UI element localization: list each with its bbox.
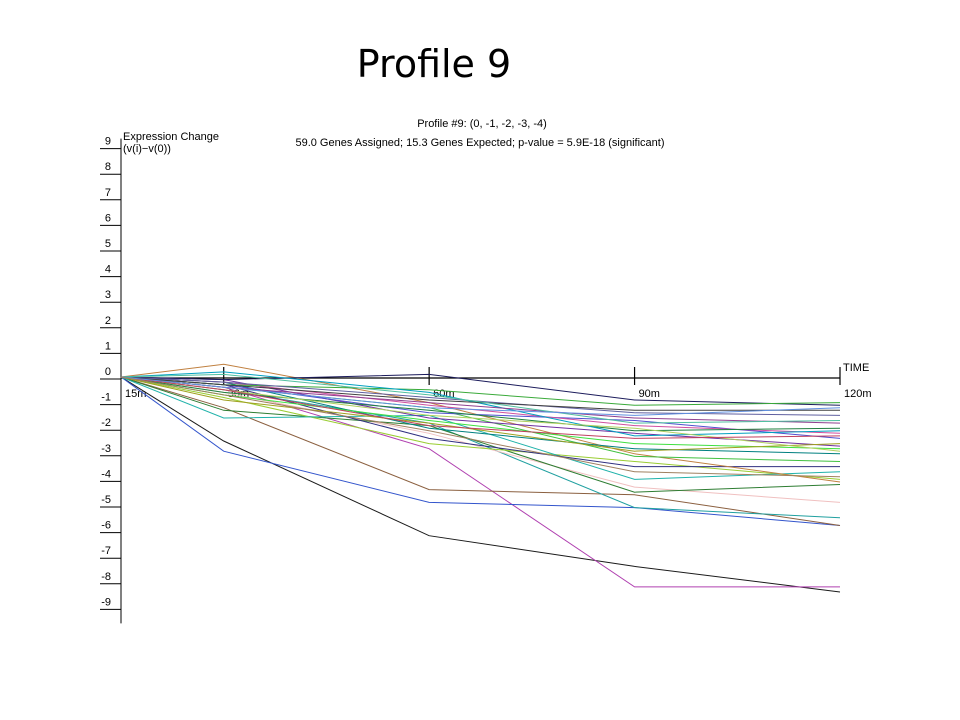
series-line [120,363,841,483]
y-tick-label: -7 [101,545,111,557]
series-line [120,376,841,478]
series-line [120,376,841,593]
y-tick-label: 3 [105,289,111,301]
series-line [120,376,841,416]
y-axis-label-line2: (v(i)−v(0)) [123,143,171,155]
x-tick-label: 15m [125,388,146,400]
series-line [120,373,841,424]
y-tick-label: 0 [105,366,111,378]
y-tick-label: 4 [105,264,111,276]
y-tick-label: -3 [101,443,111,455]
x-tick-label: 120m [844,388,872,400]
series-line [120,376,841,452]
y-tick-label: -5 [101,494,111,506]
x-tick-label: 90m [639,388,660,400]
slide-title: Profile 9 [356,42,512,86]
y-tick-label: -9 [101,596,111,608]
series-line [120,376,840,588]
series-line [120,373,841,406]
y-tick-label: 8 [105,161,111,173]
series-line [120,376,840,411]
y-tick-label: -8 [101,571,111,583]
y-tick-label: -4 [101,468,111,480]
y-tick-label: -2 [101,417,111,429]
y-axis-label-line1: Expression Change [123,131,219,143]
series-line [120,376,841,424]
series-line [120,376,841,480]
series-line [120,376,841,526]
series-line [120,376,841,526]
series-line [120,376,841,439]
y-tick-label: -6 [101,520,111,532]
y-axis: 9 8 7 6 5 4 3 2 1 0 -1 -2 -3 -4 -5 -6 -7 -8 -9 [100,136,122,624]
y-tick-label: 9 [105,136,111,148]
x-axis-label: TIME [843,362,869,374]
y-tick-label: 2 [105,315,111,327]
series-line [120,371,841,437]
y-tick-label: 1 [105,340,111,352]
y-tick-label: 5 [105,238,111,250]
series-lines [120,363,841,593]
y-tick-label: 7 [105,187,111,199]
series-line [120,376,841,432]
y-tick-label: -1 [101,392,111,404]
chart-title: Profile #9: (0, -1, -2, -3, -4) [417,118,547,130]
y-tick-label: 6 [105,212,111,224]
chart-subtitle: 59.0 Genes Assigned; 15.3 Genes Expected… [295,137,664,149]
series-line [120,376,841,416]
